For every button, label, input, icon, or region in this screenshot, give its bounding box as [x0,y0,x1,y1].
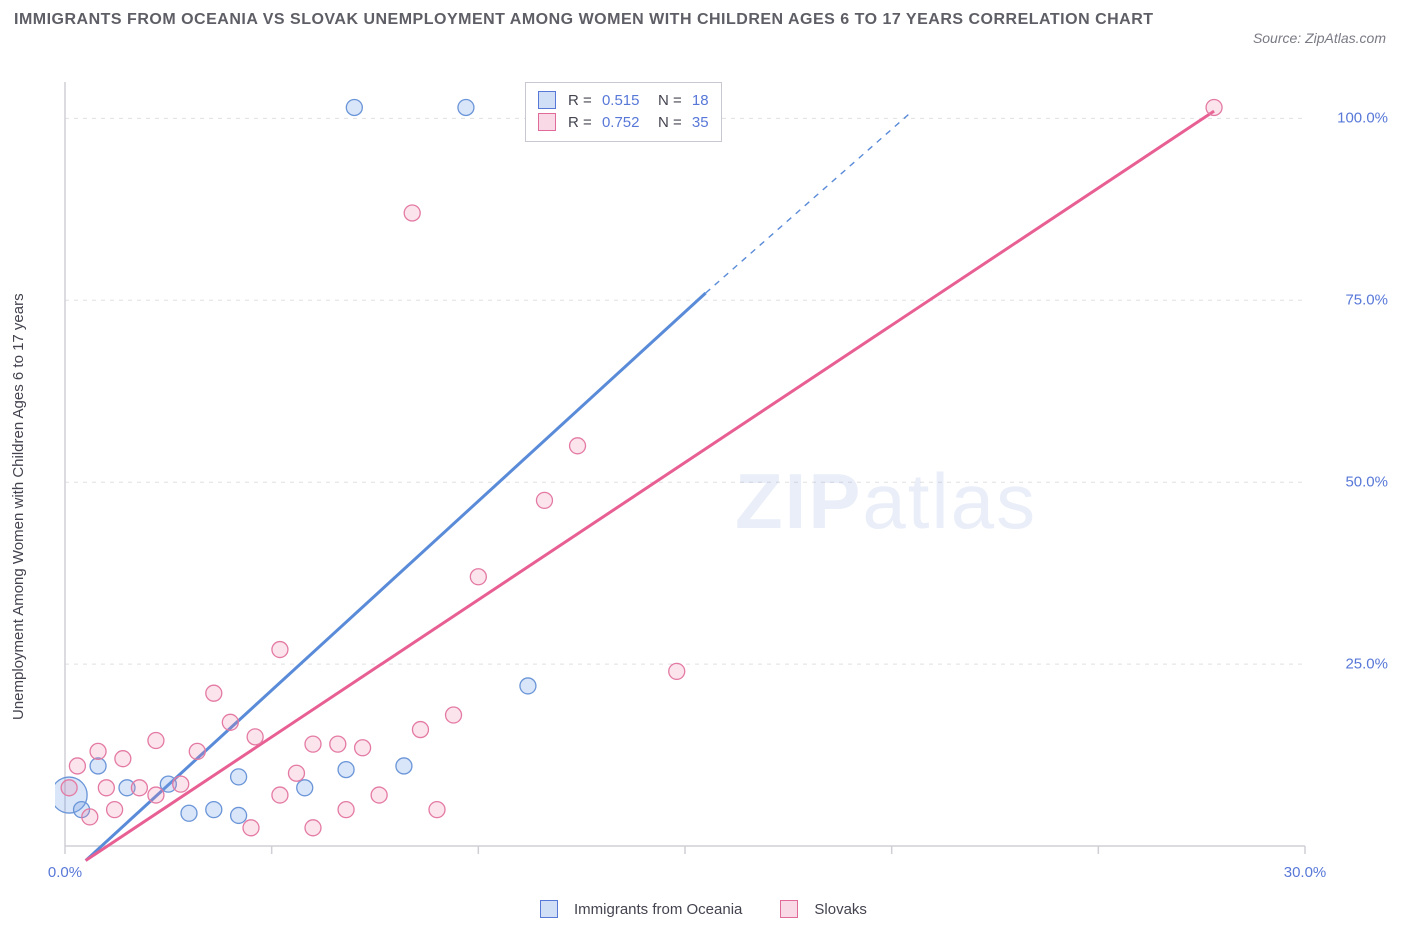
x-tick-label: 30.0% [1284,864,1327,881]
y-tick-label: 75.0% [1345,292,1388,309]
y-tick-label: 50.0% [1345,474,1388,491]
plot-svg [55,76,1375,876]
chart-title: IMMIGRANTS FROM OCEANIA VS SLOVAK UNEMPL… [14,8,1206,31]
correlation-legend: R = 0.515 N = 18R = 0.752 N = 35 [525,82,722,142]
legend-r-value: 0.515 [602,92,640,109]
legend-n-value: 35 [692,114,709,131]
legend-r-label: R = [568,114,596,131]
legend-swatch [780,900,798,918]
legend-r-value: 0.752 [602,114,640,131]
series-legend: Immigrants from Oceania Slovaks [540,900,895,918]
y-tick-label: 100.0% [1337,110,1388,127]
legend-row: R = 0.752 N = 35 [538,111,709,133]
scatter-plot: R = 0.515 N = 18R = 0.752 N = 35 ZIPatla… [55,76,1375,876]
x-tick-label: 0.0% [48,864,82,881]
legend-r-label: R = [568,92,596,109]
y-tick-label: 25.0% [1345,656,1388,673]
legend-swatch [538,113,556,131]
legend-swatch [538,91,556,109]
legend-n-value: 18 [692,92,709,109]
legend-series-label: Slovaks [814,901,867,918]
legend-series-label: Immigrants from Oceania [574,901,742,918]
legend-n-label: N = [645,92,685,109]
source-attribution: Source: ZipAtlas.com [1253,30,1386,46]
legend-n-label: N = [645,114,685,131]
legend-swatch [540,900,558,918]
legend-row: R = 0.515 N = 18 [538,89,709,111]
y-axis-label: Unemployment Among Women with Children A… [10,293,27,720]
